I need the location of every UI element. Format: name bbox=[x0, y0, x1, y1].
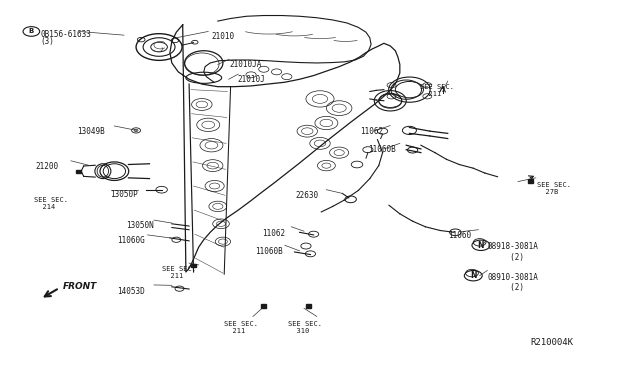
Polygon shape bbox=[191, 264, 196, 267]
Text: 11060B: 11060B bbox=[368, 145, 396, 154]
Text: FRONT: FRONT bbox=[63, 282, 97, 291]
Text: 0B156-61633: 0B156-61633 bbox=[40, 31, 91, 39]
Text: 21010JA: 21010JA bbox=[229, 60, 262, 69]
Text: 11062: 11062 bbox=[360, 127, 383, 136]
Text: 13050N: 13050N bbox=[127, 221, 154, 230]
Text: 11060G: 11060G bbox=[118, 236, 145, 245]
Polygon shape bbox=[261, 304, 266, 308]
Text: 11060B: 11060B bbox=[255, 247, 283, 256]
Text: N: N bbox=[477, 241, 484, 250]
Text: 14053D: 14053D bbox=[118, 287, 145, 296]
Polygon shape bbox=[76, 170, 81, 173]
Polygon shape bbox=[306, 304, 311, 308]
Text: 21200: 21200 bbox=[36, 162, 59, 171]
Text: 11060: 11060 bbox=[448, 231, 471, 240]
Text: 13049B: 13049B bbox=[77, 127, 105, 136]
Text: SEE SEC.
  211: SEE SEC. 211 bbox=[162, 266, 196, 279]
Text: SEE SEC.
  27B: SEE SEC. 27B bbox=[537, 182, 571, 195]
Text: 22630: 22630 bbox=[296, 191, 319, 200]
Text: SEE SEC.
  310: SEE SEC. 310 bbox=[288, 321, 322, 334]
Text: SEE SEC.
  211: SEE SEC. 211 bbox=[420, 84, 454, 97]
Text: 21010: 21010 bbox=[211, 32, 235, 41]
Text: 13050P: 13050P bbox=[111, 190, 138, 199]
Text: 08918-3081A
     (2): 08918-3081A (2) bbox=[487, 242, 538, 262]
Text: (3): (3) bbox=[40, 37, 54, 46]
Text: SEE SEC.
  214: SEE SEC. 214 bbox=[34, 197, 68, 210]
Polygon shape bbox=[528, 179, 533, 183]
Text: B: B bbox=[29, 28, 34, 35]
Text: 08910-3081A
     (2): 08910-3081A (2) bbox=[487, 273, 538, 292]
Text: 21010J: 21010J bbox=[237, 75, 265, 84]
Text: SEE SEC.
  211: SEE SEC. 211 bbox=[224, 321, 258, 334]
Text: 11062: 11062 bbox=[262, 229, 285, 238]
Text: N: N bbox=[470, 271, 477, 280]
Text: R210004K: R210004K bbox=[531, 338, 573, 347]
